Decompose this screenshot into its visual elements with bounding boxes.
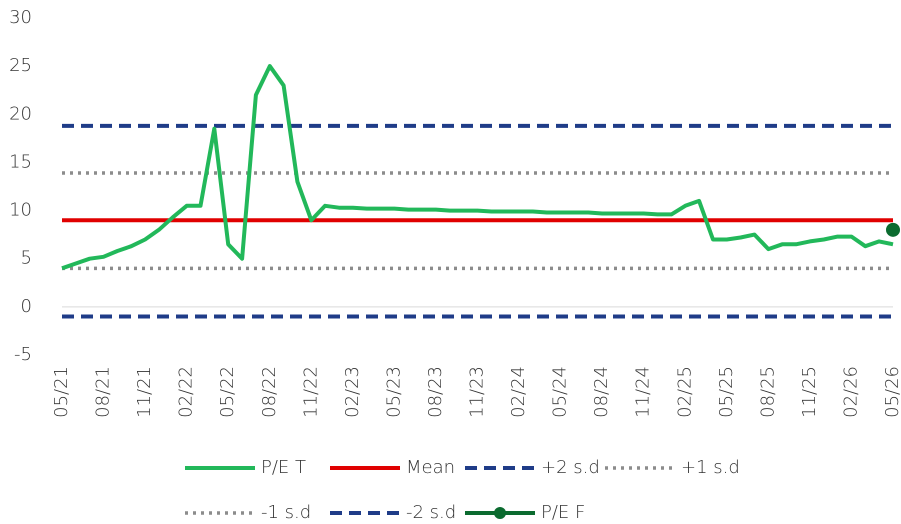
x-tick-label: 08/23 bbox=[425, 366, 446, 418]
x-tick-label: 08/22 bbox=[259, 366, 280, 418]
x-tick-label: 02/25 bbox=[674, 366, 695, 418]
y-tick-label: -5 bbox=[14, 344, 32, 365]
legend-label: Mean bbox=[406, 457, 455, 478]
x-tick-label: 08/25 bbox=[757, 366, 778, 418]
x-tick-label: 11/23 bbox=[467, 366, 488, 418]
x-tick-label: 02/26 bbox=[840, 366, 861, 418]
pe-line bbox=[61, 64, 894, 271]
x-tick-label: 05/21 bbox=[51, 366, 72, 418]
y-tick-label: 20 bbox=[9, 103, 32, 124]
legend-label: +1 s.d bbox=[681, 457, 740, 478]
y-tick-label: 10 bbox=[9, 200, 32, 221]
x-tick-label: 05/22 bbox=[217, 366, 238, 418]
x-tick-label: 08/21 bbox=[93, 366, 114, 418]
y-tick-label: 15 bbox=[9, 151, 32, 172]
legend-label: P/E F bbox=[541, 502, 585, 523]
x-tick-label: 11/25 bbox=[799, 366, 820, 418]
legend-label: +2 s.d bbox=[541, 457, 600, 478]
y-tick-label: 25 bbox=[9, 55, 32, 76]
y-tick-label: 30 bbox=[9, 7, 32, 28]
x-tick-label: 11/22 bbox=[300, 366, 321, 418]
x-tick-label: 02/22 bbox=[176, 366, 197, 418]
legend-label: -1 s.d bbox=[261, 502, 311, 523]
x-tick-label: 05/23 bbox=[383, 366, 404, 418]
legend-marker bbox=[494, 507, 506, 519]
x-tick-label: 08/24 bbox=[591, 366, 612, 418]
forward-pe-point bbox=[886, 222, 900, 237]
legend-label: -2 s.d bbox=[406, 502, 456, 523]
x-tick-label: 05/24 bbox=[550, 366, 571, 418]
x-tick-label: 11/21 bbox=[134, 366, 155, 418]
y-tick-label: 5 bbox=[21, 248, 32, 269]
legend-label: P/E T bbox=[261, 457, 306, 478]
x-tick-label: 11/24 bbox=[633, 366, 654, 418]
x-tick-label: 02/23 bbox=[342, 366, 363, 418]
y-tick-label: 0 bbox=[21, 296, 32, 317]
x-tick-label: 05/26 bbox=[882, 366, 901, 418]
x-tick-label: 05/25 bbox=[716, 366, 737, 418]
x-tick-label: 02/24 bbox=[508, 366, 529, 418]
